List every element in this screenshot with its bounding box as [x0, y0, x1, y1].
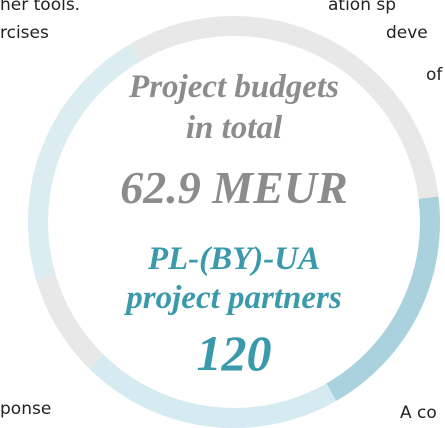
fragment: A co	[400, 403, 437, 423]
fragment: rcises	[0, 23, 49, 43]
ring-top-arc	[28, 16, 440, 428]
partners-label: project partners	[123, 280, 341, 316]
budget-label: in total	[186, 110, 283, 146]
ring	[28, 16, 440, 428]
partners-label: PL-(BY)-UA	[147, 241, 320, 277]
fragment: ponse	[0, 399, 51, 419]
fragment: deve	[386, 23, 428, 43]
ring-light-arc	[28, 16, 440, 428]
budget-label: Project budgets	[128, 69, 339, 105]
fragment: of	[426, 65, 443, 85]
budget-value: 62.9 MEUR	[120, 162, 347, 213]
fragment: ation sp	[328, 0, 396, 15]
fragment: her tools.	[0, 0, 80, 15]
partners-value: 120	[197, 325, 272, 381]
